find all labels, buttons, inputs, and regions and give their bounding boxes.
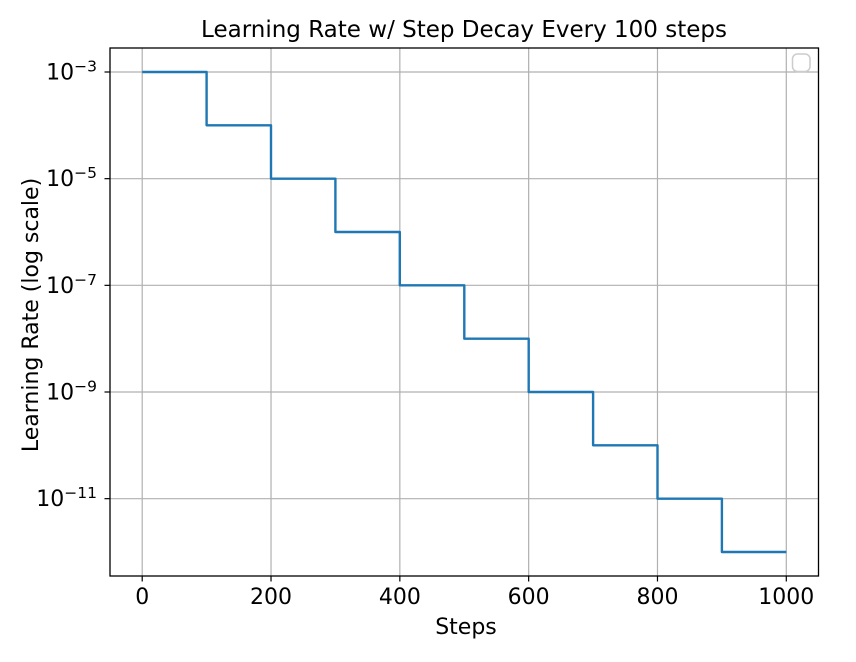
x-axis-label: Steps: [435, 615, 497, 640]
x-tick-label-0: 0: [135, 585, 149, 610]
series-layer: [142, 70, 787, 554]
y-tick-label-1e-5: 10−5: [46, 164, 97, 192]
x-tick-label-200: 200: [250, 585, 292, 610]
y-axis-label: Learning Rate (log scale): [19, 178, 44, 452]
y-tick-label-1e-11: 10−11: [36, 484, 97, 512]
legend-box: [791, 53, 811, 73]
tick-label-layer: 0 200 400 600 800 1000 10−3 10−5 10−7 10−9 10−11: [36, 58, 814, 611]
axes-spines: [109, 47, 820, 577]
legend-layer: [791, 53, 811, 73]
chart-title: Learning Rate w/ Step Decay Every 100 st…: [201, 17, 727, 43]
x-tick-label-1000: 1000: [758, 585, 814, 610]
y-tick-label-1e-3: 10−3: [46, 58, 97, 86]
learning-rate-line: [142, 70, 787, 554]
y-tick-label-1e-7: 10−7: [46, 271, 97, 299]
x-tick-label-400: 400: [379, 585, 421, 610]
axes-layer: [104, 47, 820, 582]
x-tick-label-600: 600: [508, 585, 550, 610]
x-tick-label-800: 800: [636, 585, 678, 610]
y-tick-label-1e-9: 10−9: [46, 378, 97, 406]
